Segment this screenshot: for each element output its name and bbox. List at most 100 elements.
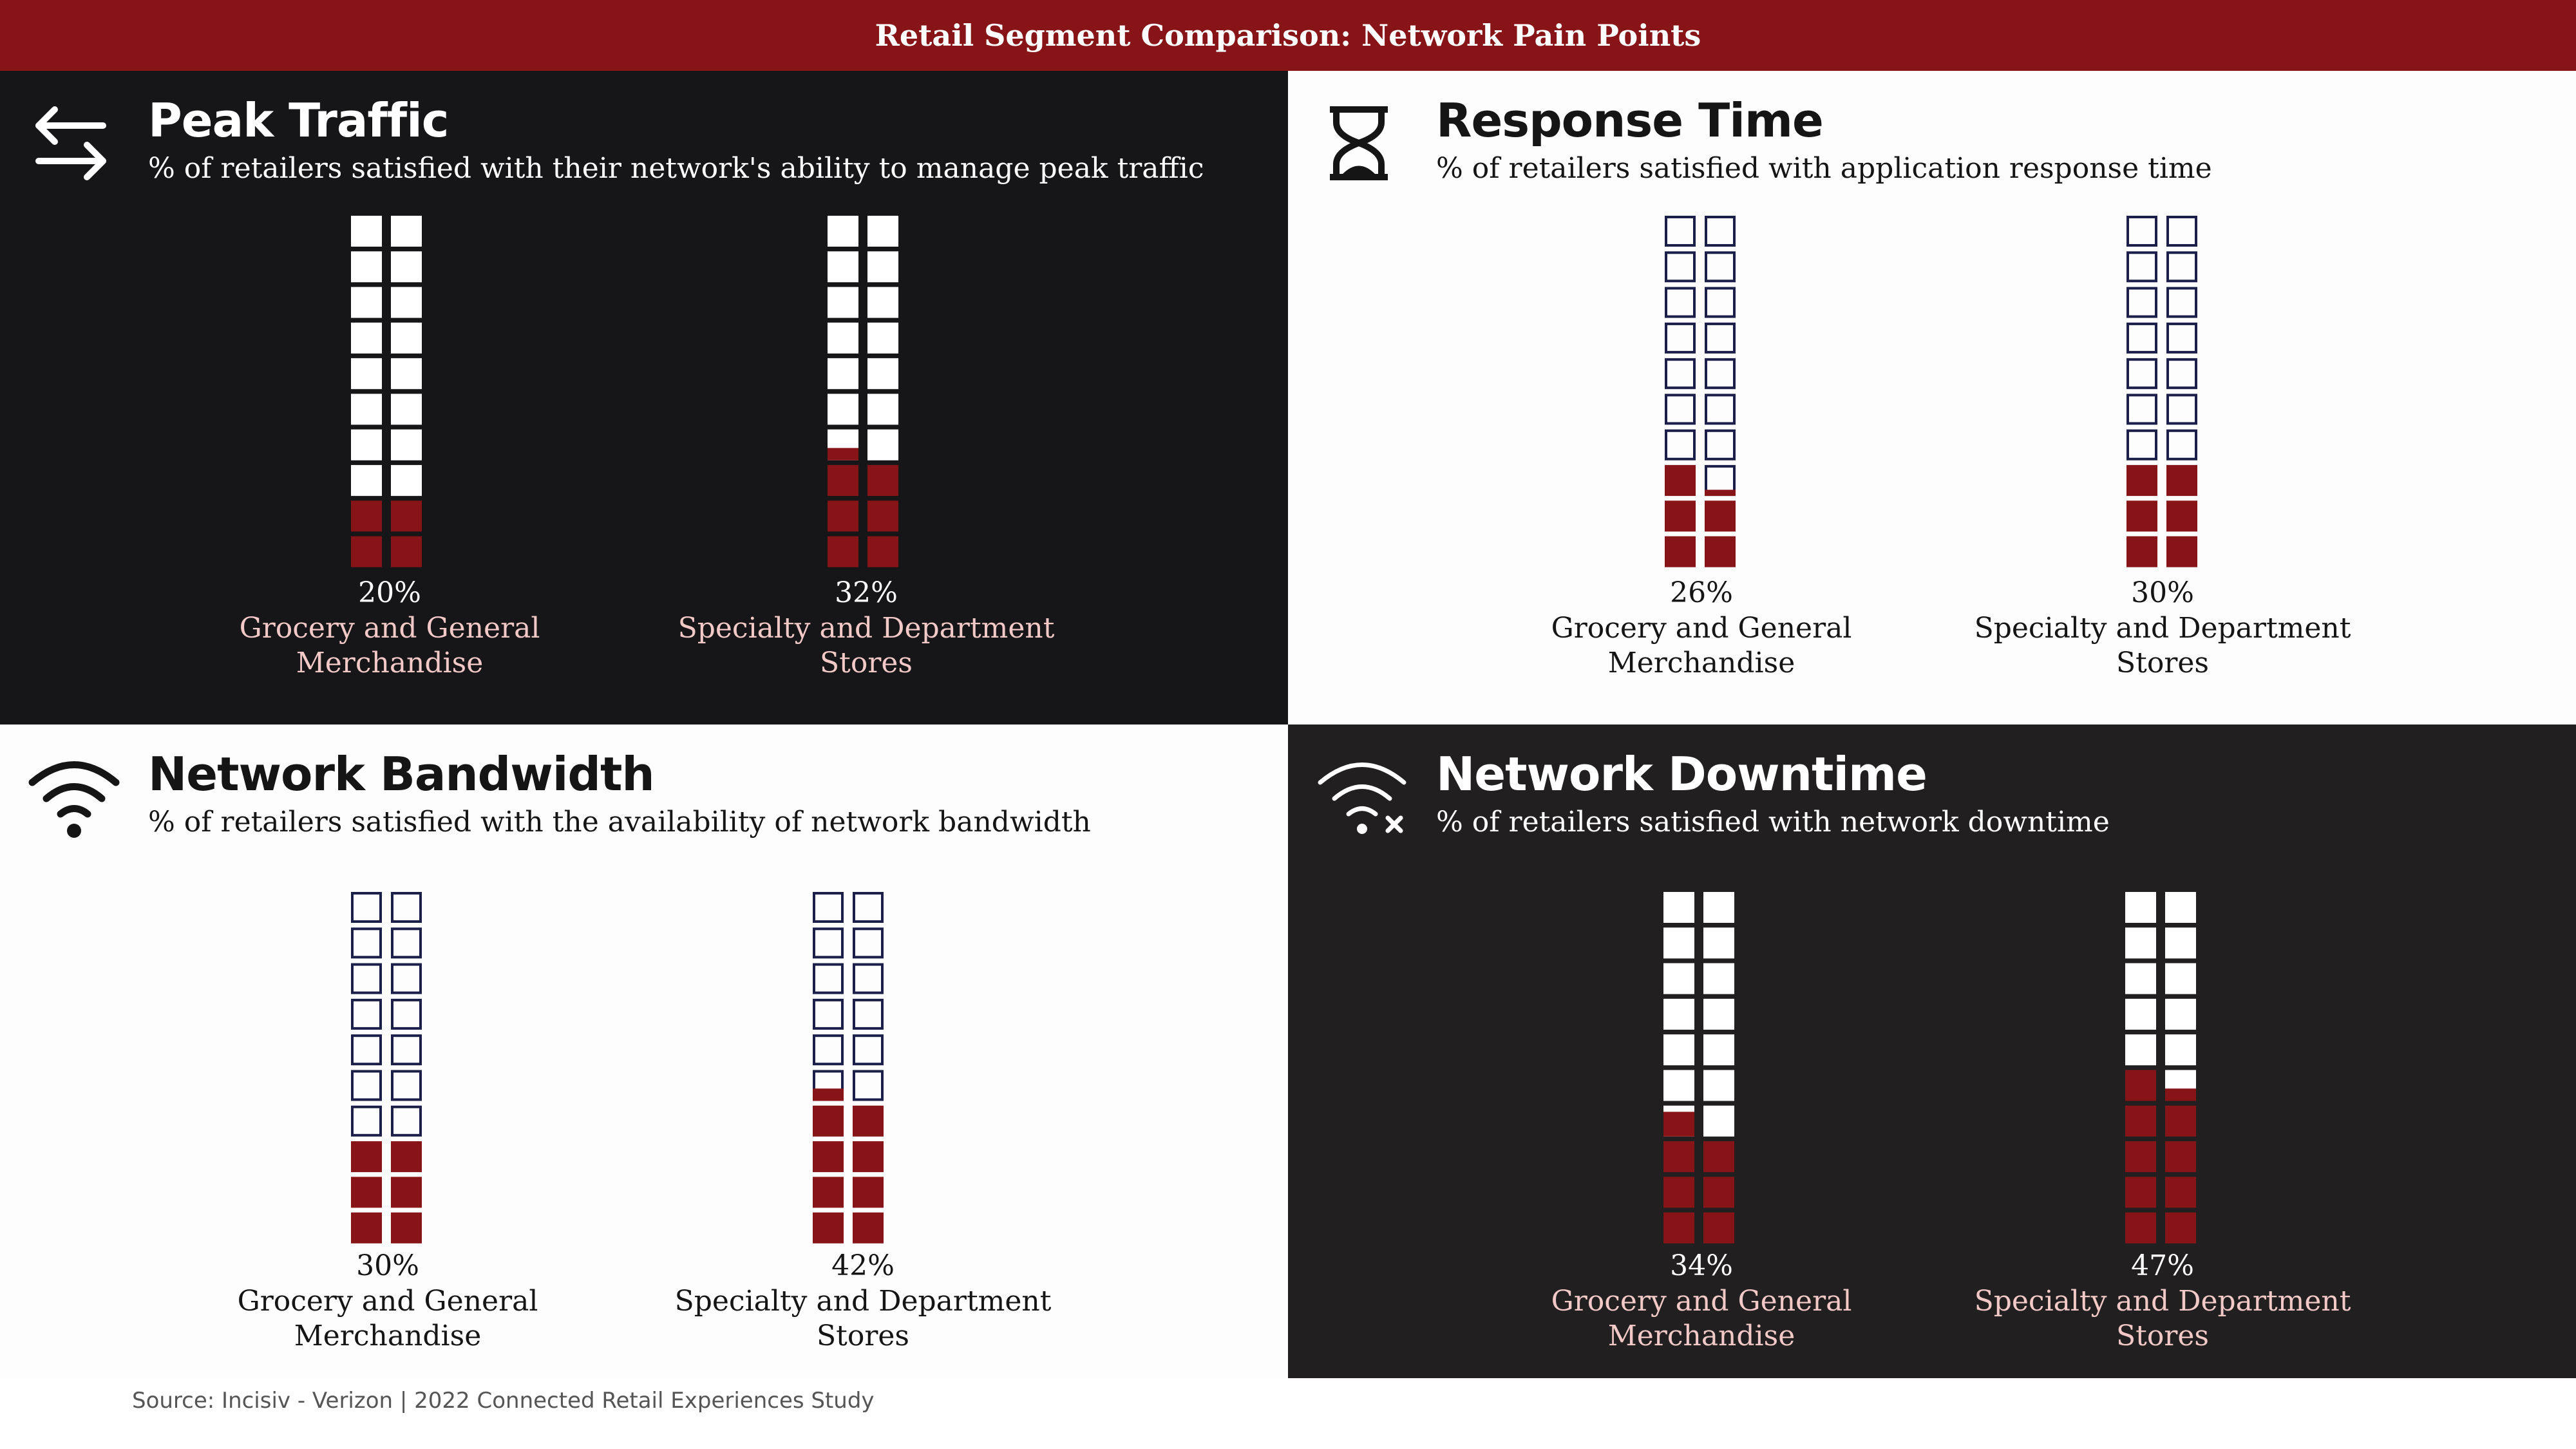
waffle-unit <box>391 216 422 247</box>
waffle-unit <box>1705 393 1736 425</box>
category-label: Specialty and Department Stores <box>678 612 1055 679</box>
waffle-unit <box>2126 287 2157 318</box>
waffle-unit <box>351 536 382 567</box>
panel-subtitle: % of retailers satisfied with network do… <box>1436 806 2110 838</box>
waffle-unit <box>1705 429 1736 460</box>
waffle-unit <box>351 1141 382 1173</box>
waffle-unit <box>391 1212 422 1244</box>
waffle-unit <box>351 429 382 460</box>
waffle-group <box>828 216 898 567</box>
waffle-unit <box>2165 963 2196 994</box>
panel-subtitle: % of retailers satisfied with their netw… <box>148 152 1204 185</box>
waffle-unit <box>391 500 422 532</box>
waffle-unit <box>1705 536 1736 567</box>
waffle-unit <box>867 216 898 247</box>
waffle-unit <box>1663 1070 1694 1101</box>
wifi-icon <box>28 761 120 838</box>
waffle-unit <box>2166 536 2197 567</box>
waffle-unit-partial <box>813 1088 844 1101</box>
waffle-group <box>813 892 884 1244</box>
waffle-chart: 30%Grocery and General Merchandise 42%Spec… <box>238 892 1052 1352</box>
panel-network-downtime: Network Downtime % of retailers satisfie… <box>1288 724 2576 1378</box>
waffle-unit <box>2125 963 2156 994</box>
value-label: 34% <box>1670 1249 1733 1282</box>
waffle-unit <box>1703 927 1734 959</box>
waffle-unit <box>1705 287 1736 318</box>
waffle-unit <box>2166 287 2197 318</box>
page-title: Retail Segment Comparison: Network Pain … <box>875 18 1701 53</box>
waffle-unit <box>351 1177 382 1208</box>
panel-title: Response Time <box>1436 93 1824 147</box>
waffle-unit <box>2165 998 2196 1030</box>
waffle-unit <box>1703 892 1734 923</box>
waffle-unit <box>1665 358 1696 390</box>
waffle-unit <box>813 892 844 923</box>
waffle-unit <box>2126 393 2157 425</box>
waffle-unit <box>1705 251 1736 283</box>
waffle-chart: 20%Grocery and General Merchandise 32%Spec… <box>240 216 1055 679</box>
panel-title: Network Downtime <box>1436 747 1927 801</box>
waffle-unit <box>1703 1212 1734 1244</box>
waffle-unit <box>867 500 898 532</box>
source-note: Source: Incisiv - Verizon | 2022 Connect… <box>132 1388 875 1414</box>
value-label: 26% <box>1670 576 1733 609</box>
category-label: Specialty and Department Stores <box>1975 612 2351 679</box>
waffle-unit <box>351 927 382 959</box>
waffle-unit <box>2125 927 2156 959</box>
waffle-unit <box>853 1141 884 1173</box>
waffle-unit <box>828 216 858 247</box>
waffle-unit <box>351 1105 382 1137</box>
waffle-unit <box>813 1212 844 1244</box>
waffle-unit <box>2165 892 2196 923</box>
waffle-unit <box>351 216 382 247</box>
waffle-unit <box>391 998 422 1030</box>
waffle-unit <box>2125 1141 2156 1173</box>
waffle-unit <box>1665 216 1696 247</box>
waffle-unit <box>351 465 382 497</box>
waffle-unit <box>351 1212 382 1244</box>
waffle-unit <box>391 1034 422 1066</box>
waffle-unit <box>2165 927 2196 959</box>
waffle-unit <box>853 892 884 923</box>
waffle-unit <box>351 892 382 923</box>
waffle-unit <box>1665 287 1696 318</box>
waffle-unit <box>2165 1034 2196 1066</box>
category-label: Specialty and Department Stores <box>1975 1285 2351 1352</box>
waffle-unit <box>1665 465 1696 497</box>
waffle-unit <box>1705 322 1736 354</box>
value-label: 30% <box>356 1249 419 1282</box>
waffle-unit <box>1663 1177 1694 1208</box>
waffle-unit <box>391 358 422 390</box>
waffle-unit <box>2165 1212 2196 1244</box>
waffle-unit <box>828 251 858 283</box>
waffle-unit <box>828 358 858 390</box>
waffle-unit <box>351 393 382 425</box>
panel-subtitle: % of retailers satisfied with the availa… <box>148 806 1091 838</box>
waffle-unit <box>853 1212 884 1244</box>
waffle-unit-partial <box>828 448 858 460</box>
waffle-unit <box>1703 1141 1734 1173</box>
waffle-unit <box>2125 892 2156 923</box>
value-label: 32% <box>835 576 898 609</box>
waffle-unit <box>2166 251 2197 283</box>
waffle-unit <box>1665 429 1696 460</box>
waffle-unit <box>2125 1034 2156 1066</box>
waffle-unit <box>853 1070 884 1101</box>
value-label: 42% <box>831 1249 895 1282</box>
waffle-unit <box>2126 465 2157 497</box>
waffle-unit <box>391 892 422 923</box>
waffle-unit <box>391 322 422 354</box>
waffle-unit <box>828 393 858 425</box>
waffle-unit <box>351 1070 382 1101</box>
waffle-unit <box>1705 358 1736 390</box>
waffle-unit <box>2166 393 2197 425</box>
waffle-unit <box>828 500 858 532</box>
waffle-unit <box>853 998 884 1030</box>
waffle-unit <box>1663 1141 1694 1173</box>
waffle-unit <box>351 322 382 354</box>
wifi-off-icon <box>1318 762 1406 834</box>
waffle-unit <box>1703 1034 1734 1066</box>
waffle-unit <box>867 429 898 460</box>
waffle-unit <box>1703 1105 1734 1137</box>
waffle-unit <box>2125 1177 2156 1208</box>
